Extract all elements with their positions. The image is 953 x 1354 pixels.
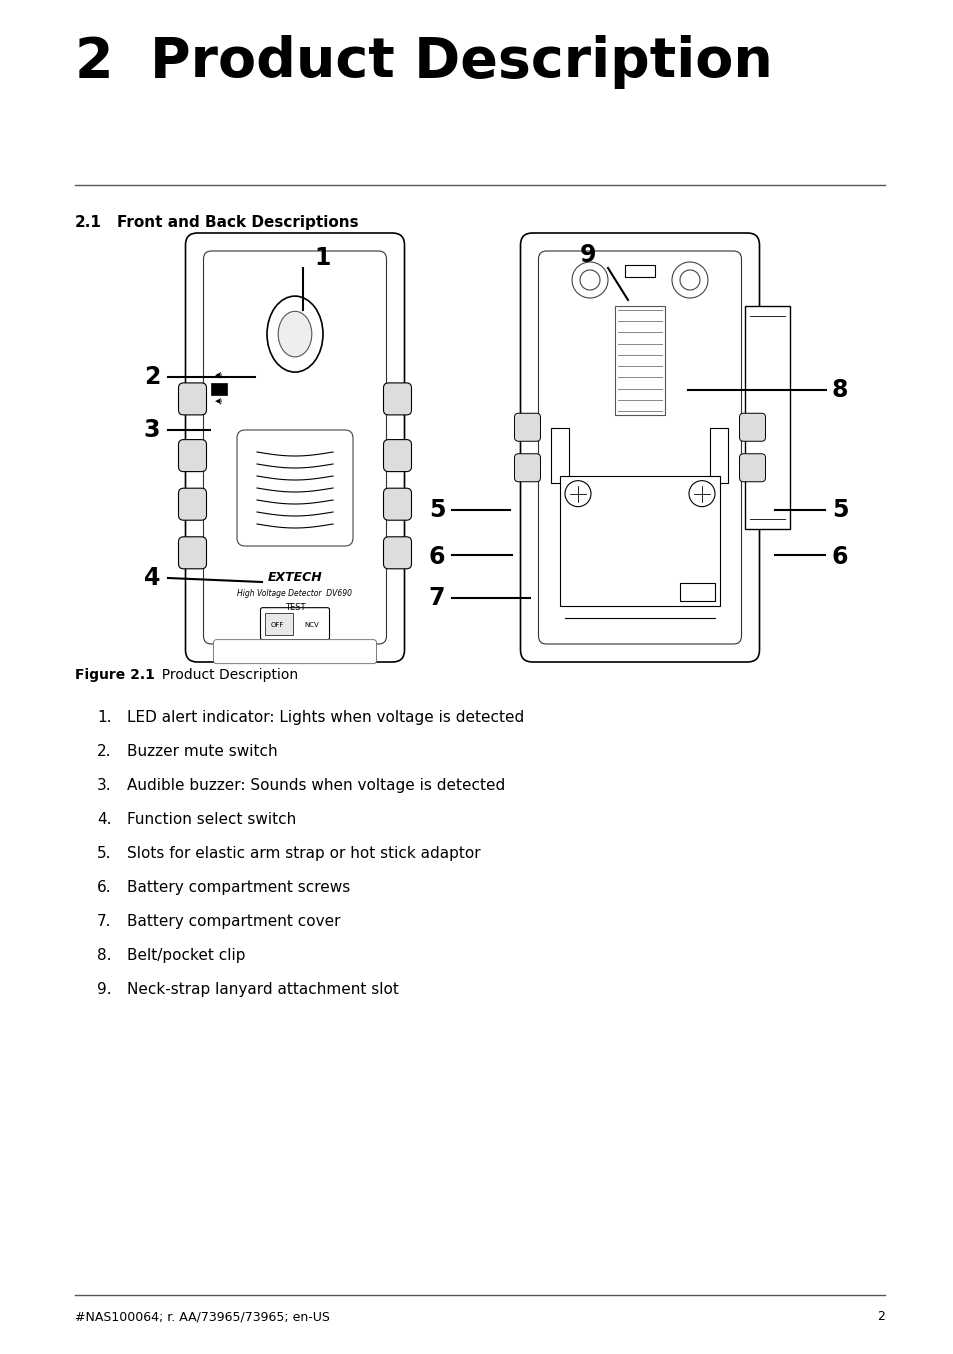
Text: ◀): ◀) [215, 371, 223, 378]
Bar [265, 612, 293, 635]
Text: 2: 2 [876, 1311, 884, 1323]
Bar [744, 306, 790, 528]
FancyBboxPatch shape [739, 454, 764, 482]
Circle shape [688, 481, 714, 506]
Text: NCV: NCV [304, 621, 319, 628]
Text: Neck-strap lanyard attachment slot: Neck-strap lanyard attachment slot [127, 982, 398, 997]
Text: 2.: 2. [97, 743, 112, 760]
Circle shape [579, 269, 599, 290]
Text: Product Description: Product Description [150, 35, 772, 89]
Text: Buzzer mute switch: Buzzer mute switch [127, 743, 277, 760]
Text: 3.: 3. [97, 779, 112, 793]
Text: 7.: 7. [97, 914, 112, 929]
Text: 6.: 6. [97, 880, 112, 895]
Text: LED alert indicator: Lights when voltage is detected: LED alert indicator: Lights when voltage… [127, 709, 524, 724]
Text: Belt/pocket clip: Belt/pocket clip [127, 948, 245, 963]
Text: 5: 5 [831, 498, 847, 523]
Text: Slots for elastic arm strap or hot stick adaptor: Slots for elastic arm strap or hot stick… [127, 846, 480, 861]
FancyBboxPatch shape [383, 489, 411, 520]
Text: Function select switch: Function select switch [127, 812, 296, 827]
Text: 5: 5 [428, 498, 445, 523]
Text: 8.: 8. [97, 948, 112, 963]
FancyBboxPatch shape [520, 233, 759, 662]
FancyBboxPatch shape [178, 383, 206, 414]
FancyBboxPatch shape [203, 250, 386, 645]
Text: 8: 8 [831, 378, 847, 402]
FancyBboxPatch shape [514, 413, 540, 441]
Bar [710, 428, 728, 483]
Text: EXTECH: EXTECH [268, 570, 322, 584]
Bar [679, 582, 714, 601]
FancyBboxPatch shape [178, 440, 206, 471]
Text: 1.: 1. [97, 709, 112, 724]
Text: OFF: OFF [271, 621, 284, 628]
Circle shape [564, 481, 590, 506]
Text: 2.1: 2.1 [75, 215, 102, 230]
Text: Front and Back Descriptions: Front and Back Descriptions [117, 215, 358, 230]
Ellipse shape [267, 297, 323, 372]
Text: 5.: 5. [97, 846, 112, 861]
Bar [615, 306, 664, 416]
FancyBboxPatch shape [514, 454, 540, 482]
Circle shape [671, 263, 707, 298]
FancyBboxPatch shape [537, 250, 740, 645]
Text: #NAS100064; r. AA/73965/73965; en-US: #NAS100064; r. AA/73965/73965; en-US [75, 1311, 330, 1323]
Text: 3: 3 [144, 418, 160, 441]
Text: 9: 9 [579, 242, 596, 267]
Text: 2: 2 [144, 366, 160, 389]
FancyBboxPatch shape [185, 233, 404, 662]
Text: Product Description: Product Description [152, 668, 297, 682]
Text: 6: 6 [428, 546, 445, 569]
Text: 6: 6 [831, 546, 847, 569]
Bar [559, 475, 720, 605]
FancyBboxPatch shape [739, 413, 764, 441]
Text: Figure 2.1: Figure 2.1 [75, 668, 154, 682]
Text: 9.: 9. [97, 982, 112, 997]
Text: TEST: TEST [284, 603, 305, 612]
Text: ◀): ◀) [215, 398, 223, 403]
Text: 4.: 4. [97, 812, 112, 827]
Bar [212, 383, 227, 395]
FancyBboxPatch shape [383, 440, 411, 471]
FancyBboxPatch shape [236, 431, 353, 546]
Bar [624, 265, 655, 278]
Text: Battery compartment cover: Battery compartment cover [127, 914, 340, 929]
Text: High Voltage Detector  DV690: High Voltage Detector DV690 [237, 589, 352, 598]
Text: 2: 2 [75, 35, 113, 89]
Text: 7: 7 [428, 586, 445, 611]
FancyBboxPatch shape [213, 639, 376, 663]
Bar [551, 428, 569, 483]
Text: 1: 1 [314, 246, 331, 269]
FancyBboxPatch shape [383, 536, 411, 569]
Text: Battery compartment screws: Battery compartment screws [127, 880, 350, 895]
Circle shape [679, 269, 700, 290]
FancyBboxPatch shape [178, 536, 206, 569]
Text: Audible buzzer: Sounds when voltage is detected: Audible buzzer: Sounds when voltage is d… [127, 779, 505, 793]
FancyBboxPatch shape [178, 489, 206, 520]
FancyBboxPatch shape [383, 383, 411, 414]
Circle shape [572, 263, 607, 298]
Text: 4: 4 [144, 566, 160, 590]
FancyBboxPatch shape [260, 608, 329, 639]
Ellipse shape [278, 311, 312, 357]
